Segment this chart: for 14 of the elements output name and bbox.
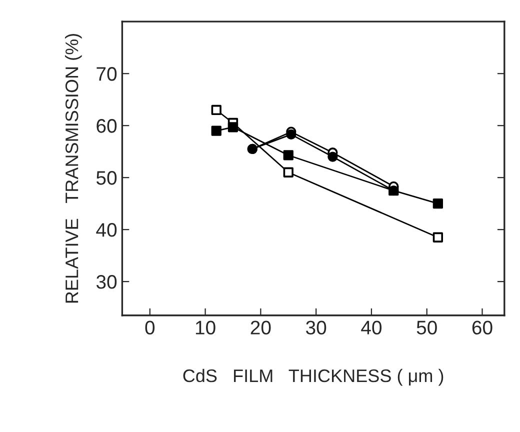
x-axis-title: CdS FILM THICKNESS ( μm ) (183, 368, 444, 386)
y-axis-title: RELATIVE TRANSMISSION (%) (64, 34, 82, 303)
y-tick-label: 70 (96, 67, 117, 81)
x-tick-label: 20 (250, 320, 271, 335)
x-tick-label: 50 (416, 320, 437, 335)
y-tick-label: 30 (96, 275, 117, 289)
y-tick-label: 50 (96, 171, 117, 185)
x-tick-label: 40 (361, 320, 382, 335)
x-tick-label: 60 (472, 320, 492, 335)
x-tick-label: 30 (306, 320, 326, 335)
y-tick-label: 60 (96, 119, 117, 133)
x-tick-label: 0 (145, 320, 155, 335)
x-tick-label: 10 (196, 320, 216, 335)
y-tick-label: 40 (96, 223, 117, 237)
